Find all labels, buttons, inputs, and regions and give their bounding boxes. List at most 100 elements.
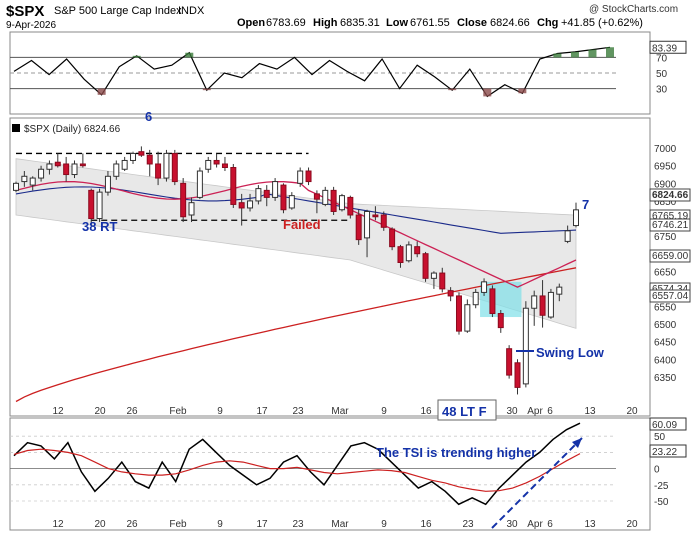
candle-body	[171, 152, 178, 183]
x-tick-label: Mar	[331, 519, 349, 530]
y-tick-label: 7000	[654, 144, 677, 155]
y-tick-label: 6650	[654, 267, 677, 278]
x-tick-label: 16	[420, 519, 432, 530]
candle-body	[481, 281, 488, 293]
candle-body	[221, 163, 228, 168]
x-tick-label: Feb	[169, 406, 187, 417]
candle-body	[405, 244, 412, 262]
candle-body	[130, 152, 137, 161]
price-tag: 6659.00	[649, 249, 691, 263]
x-tick-label: 13	[584, 406, 596, 417]
price-tag-label: 6765.19	[652, 211, 689, 222]
candle-body	[372, 214, 379, 218]
candle-body	[564, 230, 571, 242]
overbought-fill	[553, 53, 562, 58]
low-label: Low	[386, 17, 408, 29]
candle-body	[573, 209, 579, 227]
x-tick-label: 6	[547, 406, 553, 417]
candle-body	[46, 163, 53, 170]
candle-body	[280, 184, 287, 211]
x-tick-label: 20	[626, 406, 638, 417]
x-tick-label: 30	[506, 406, 518, 417]
x-tick-label: 12	[52, 406, 64, 417]
high-label: High	[313, 17, 338, 29]
open-value: 6783.69	[266, 17, 306, 29]
tsi-value-tag: 60.09	[649, 417, 687, 431]
last-value-tag: 83.39	[649, 40, 687, 54]
candle-body	[330, 189, 337, 212]
x-tick-label: 16	[420, 406, 432, 417]
price-tag-box	[649, 218, 691, 232]
y-tick-label: 6950	[654, 162, 677, 173]
x-tick-label: 9	[217, 406, 223, 417]
candle-body	[472, 291, 479, 306]
lt-fail-label: 48 LT F	[442, 404, 487, 419]
candle-body	[414, 246, 421, 255]
candle-body	[230, 167, 237, 205]
candle-body	[297, 170, 304, 184]
x-tick-label: 9	[217, 519, 223, 530]
candle-body	[104, 175, 111, 193]
candle-body	[213, 159, 220, 165]
candle-body	[347, 196, 354, 216]
fib-retrace-label: 38 RT	[82, 219, 117, 234]
bollinger-band	[15, 158, 577, 329]
candle-body	[121, 159, 128, 170]
y-tick-label: 0	[654, 465, 660, 476]
x-tick-label: 20	[94, 519, 106, 530]
failed-label: Failed	[283, 217, 321, 232]
price-series-title: $SPX (Daily) 6824.66	[24, 124, 121, 135]
candle-body	[196, 170, 203, 198]
candle-body	[155, 163, 162, 179]
y-tick-label: -50	[654, 497, 669, 508]
low-value: 6761.55	[410, 17, 450, 29]
signal-value-box	[649, 444, 687, 458]
x-tick-label: 26	[126, 519, 138, 530]
y-tick-label: 30	[656, 85, 668, 96]
candle-body	[355, 214, 362, 241]
high-value: 6835.31	[340, 17, 380, 29]
series-marker	[12, 124, 20, 132]
candle-body	[163, 152, 170, 179]
y-tick-label: 50	[654, 432, 666, 443]
candle-body	[255, 188, 262, 202]
x-tick-label: 12	[52, 519, 64, 530]
y-tick-label: 6750	[654, 232, 677, 243]
swing-low-label: Swing Low	[536, 345, 605, 360]
candle-body	[188, 202, 195, 216]
candle-body	[464, 304, 471, 332]
candle-body	[305, 170, 312, 183]
x-tick-label: 13	[584, 519, 596, 530]
price-tag-label: 6824.66	[652, 190, 689, 201]
oversold-fill	[483, 88, 492, 97]
candle-body	[180, 182, 187, 218]
lt-fail-box	[437, 399, 497, 421]
last-value-label: 83.39	[652, 43, 677, 54]
candle-body	[146, 154, 153, 165]
y-tick-label: 6450	[654, 338, 677, 349]
y-tick-label: 6350	[654, 373, 677, 384]
lt-fail-tag: 48 LT F	[437, 399, 497, 421]
close-label: Close	[457, 17, 487, 29]
candle-body	[54, 161, 61, 167]
candle-body	[514, 362, 521, 388]
oscillator-line	[13, 46, 611, 98]
candle-body	[13, 182, 19, 191]
candle-body	[506, 348, 513, 376]
candle-body	[522, 307, 529, 385]
candle-body	[113, 163, 120, 177]
candle-body	[497, 313, 504, 329]
candle-body	[63, 163, 70, 176]
candle-body	[272, 181, 279, 198]
x-tick-label: Apr	[527, 406, 543, 417]
price-panel: 7000695069006850680067506700665066006550…	[12, 109, 691, 421]
price-tag-box	[649, 188, 691, 202]
x-tick-label: 17	[256, 406, 268, 417]
upper-oscillator-panel: 70 50 30 83.39	[10, 40, 687, 98]
x-tick-label: 23	[462, 519, 474, 530]
y-tick-label: 6900	[654, 179, 677, 190]
candle-body	[247, 200, 254, 209]
candle-body	[138, 151, 145, 156]
candle-body	[389, 228, 396, 248]
